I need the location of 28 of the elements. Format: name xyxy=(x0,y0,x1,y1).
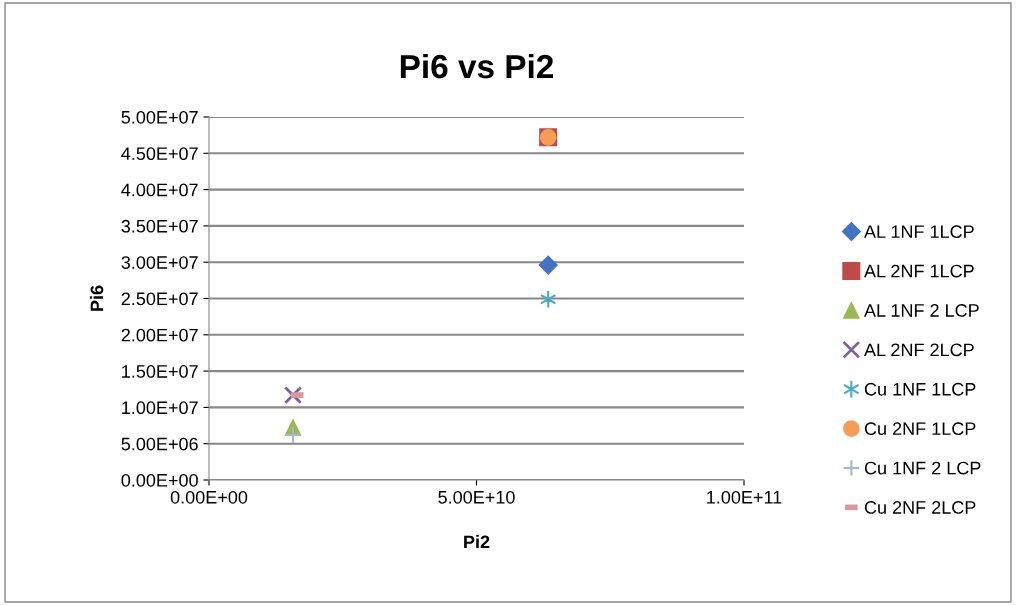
legend-label: AL 1NF 1LCP xyxy=(864,225,974,239)
legend-label: Cu 2NF 1LCP xyxy=(864,422,976,436)
x-tick-label: 5.00E+10 xyxy=(438,490,515,504)
y-axis-title: Pi6 xyxy=(90,285,104,311)
y-tick-label: 4.00E+07 xyxy=(121,183,198,197)
y-tick-label: 1.50E+07 xyxy=(122,365,198,378)
y-tick-label: 2.50E+07 xyxy=(121,292,198,306)
y-tick-label: 1.00E+07 xyxy=(122,401,198,415)
y-tick-label: 3.00E+07 xyxy=(121,256,198,269)
y-tick-label: 2.00E+07 xyxy=(121,328,198,342)
y-tick-label: 3.50E+07 xyxy=(121,219,198,233)
y-tick-label: 5.00E+06 xyxy=(121,437,198,451)
y-tick-label: 5.00E+07 xyxy=(121,110,198,124)
x-tick-label: 1.00E+11 xyxy=(707,490,782,504)
legend-label: Cu 1NF 2 LCP xyxy=(864,461,981,475)
point xyxy=(284,426,302,444)
legend-label: AL 2NF 1LCP xyxy=(864,264,974,278)
legend-label: AL 1NF 2 LCP xyxy=(864,304,979,317)
chart-title: Pi6 vs Pi2 xyxy=(400,53,553,79)
x-tick-label: 0.00E+00 xyxy=(170,490,248,504)
point xyxy=(283,386,303,405)
y-tick-label: 4.50E+07 xyxy=(121,147,198,161)
legend-label: Cu 1NF 1LCP xyxy=(864,382,976,396)
y-tick-label: 0.00E+00 xyxy=(121,473,198,487)
x-axis-title: Pi2 xyxy=(464,535,490,549)
legend-label: AL 2NF 2LCP xyxy=(864,343,974,357)
point xyxy=(538,255,558,275)
legend-label: Cu 2NF 2LCP xyxy=(864,501,976,514)
